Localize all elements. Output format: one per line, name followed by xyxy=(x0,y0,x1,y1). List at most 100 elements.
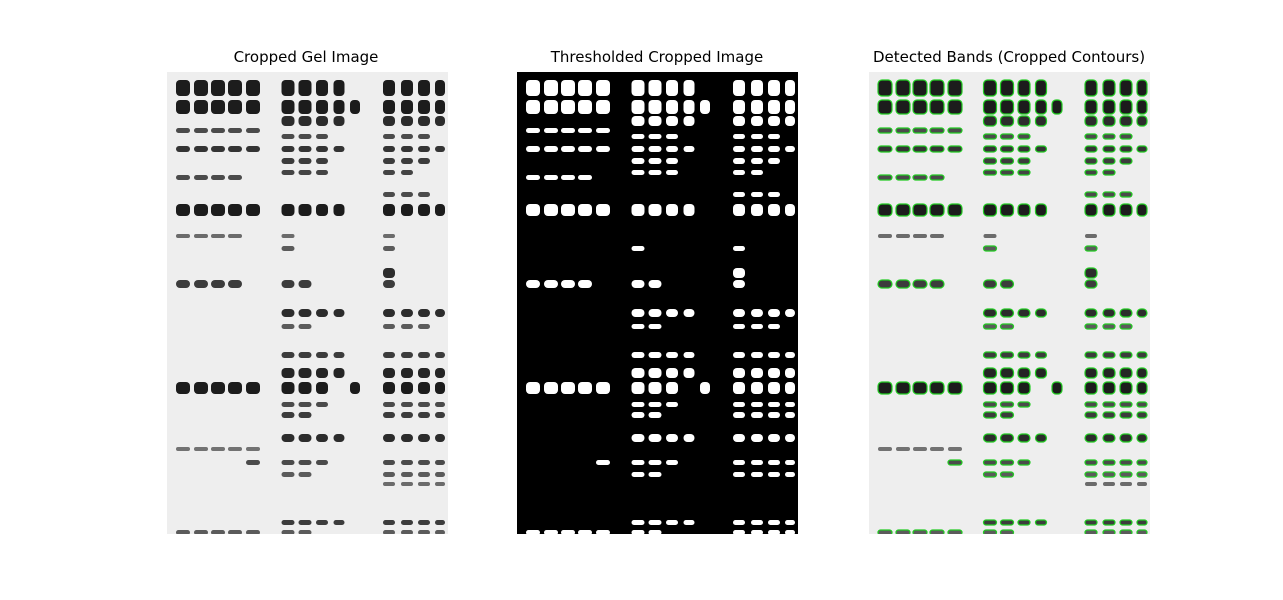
gel-band xyxy=(648,412,662,418)
gel-band xyxy=(751,134,763,139)
gel-band xyxy=(983,234,997,238)
gel-band xyxy=(912,381,928,395)
gel-band xyxy=(785,309,795,317)
gel-band xyxy=(751,368,763,378)
gel-band xyxy=(982,471,998,478)
gel-band xyxy=(281,100,295,114)
gel-band xyxy=(751,309,763,317)
gel-band xyxy=(281,146,295,152)
gel-band xyxy=(631,520,645,525)
gel-band xyxy=(1102,133,1116,140)
gel-band xyxy=(733,170,745,175)
gel-band xyxy=(561,382,575,394)
gel-band xyxy=(999,529,1015,534)
gel-band xyxy=(948,447,962,451)
gel-band xyxy=(683,520,695,525)
gel-band xyxy=(383,234,395,238)
gel-band xyxy=(733,204,745,216)
gel-band xyxy=(596,80,610,96)
gel-band xyxy=(631,530,645,534)
gel-band xyxy=(298,309,312,317)
gel-band xyxy=(298,520,312,525)
gel-band xyxy=(648,146,662,152)
gel-band xyxy=(211,530,225,534)
gel-band xyxy=(561,204,575,216)
gel-band xyxy=(999,411,1015,419)
gel-band xyxy=(298,116,312,126)
gel-band xyxy=(1102,367,1116,379)
gel-band xyxy=(666,368,678,378)
gel-band xyxy=(561,128,575,133)
gel-band xyxy=(544,204,558,216)
gel-band xyxy=(383,134,395,139)
gel-band xyxy=(561,280,575,288)
gel-band xyxy=(1102,351,1116,359)
gel-band xyxy=(785,352,795,358)
gel-band xyxy=(281,246,295,251)
gel-band xyxy=(648,204,662,216)
gel-band xyxy=(631,158,645,164)
gel-band xyxy=(982,133,998,140)
gel-band xyxy=(561,530,575,534)
gel-band xyxy=(648,80,662,96)
gel-band xyxy=(768,146,780,152)
gel-band xyxy=(631,204,645,216)
gel-band xyxy=(947,203,963,217)
gel-band xyxy=(1084,191,1098,198)
gel-band xyxy=(895,279,911,289)
gel-band xyxy=(1034,308,1048,318)
gel-band xyxy=(947,79,963,97)
gel-band xyxy=(1084,519,1098,526)
gel-band xyxy=(982,308,998,318)
gel-band xyxy=(785,472,795,477)
gel-band xyxy=(418,158,430,164)
gel-band xyxy=(896,447,910,451)
gel-band xyxy=(648,520,662,525)
gel-band xyxy=(631,352,645,358)
gel-band xyxy=(982,245,998,252)
gel-band xyxy=(401,134,413,139)
gel-band xyxy=(401,204,413,216)
gel-band xyxy=(316,352,328,358)
gel-band xyxy=(982,145,998,153)
gel-band xyxy=(401,324,413,329)
gel-band xyxy=(1119,411,1133,419)
gel-band xyxy=(666,520,678,525)
gel-band xyxy=(1120,482,1132,486)
gel-band xyxy=(768,116,780,126)
gel-band xyxy=(383,368,395,378)
gel-band xyxy=(418,520,430,525)
gel-band xyxy=(999,279,1015,289)
gel-band xyxy=(895,127,911,134)
gel-band xyxy=(333,100,345,114)
gel-band xyxy=(666,434,678,442)
gel-band xyxy=(383,246,395,251)
gel-band xyxy=(596,146,610,152)
gel-band xyxy=(544,128,558,133)
gel-band xyxy=(281,204,295,216)
gel-band xyxy=(526,530,540,534)
gel-band xyxy=(194,447,208,451)
gel-band xyxy=(281,158,295,164)
gel-band xyxy=(194,280,208,288)
gel-band xyxy=(999,351,1015,359)
gel-band xyxy=(982,351,998,359)
gel-band xyxy=(561,100,575,114)
gel-band xyxy=(999,381,1015,395)
gel-band xyxy=(733,158,745,164)
gel-band xyxy=(751,352,763,358)
gel-band xyxy=(435,100,445,114)
gel-band xyxy=(877,127,893,134)
gel-band xyxy=(578,530,592,534)
gel-band xyxy=(1136,99,1148,115)
gel-band xyxy=(1084,323,1098,330)
gel-band xyxy=(982,401,998,408)
gel-band xyxy=(418,204,430,216)
gel-band xyxy=(298,434,312,442)
gel-band xyxy=(176,80,190,96)
gel-band xyxy=(435,460,445,465)
gel-band xyxy=(768,309,780,317)
gel-band xyxy=(316,134,328,139)
gel-band xyxy=(1084,203,1098,217)
gel-band xyxy=(733,472,745,477)
